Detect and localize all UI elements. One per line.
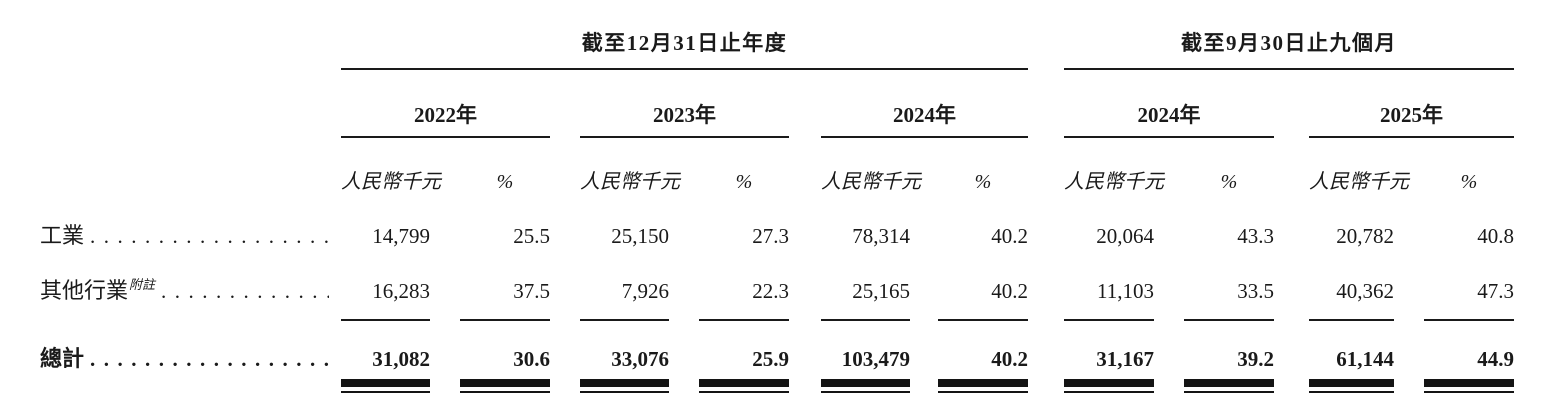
percent-cell: 37.5 bbox=[513, 279, 550, 303]
row-label-total: 總計 .............................. bbox=[40, 345, 341, 373]
amount-cell: 31,167 bbox=[1096, 347, 1154, 371]
year-header-9m-2024: 2024年 bbox=[1137, 103, 1201, 127]
total-double-rule bbox=[1309, 379, 1394, 393]
subtotal-rule bbox=[938, 319, 1028, 321]
year-header-row: 2022年 2023年 2024年 2024年 2025年 bbox=[40, 102, 1562, 128]
year-underline bbox=[1309, 136, 1514, 138]
subtotal-rule bbox=[1064, 319, 1154, 321]
amount-cell: 61,144 bbox=[1336, 347, 1394, 371]
amount-cell: 78,314 bbox=[852, 224, 910, 248]
total-double-rule bbox=[699, 379, 789, 393]
amount-unit-header: 人民幣千元 bbox=[1064, 171, 1164, 193]
subtotal-rule bbox=[821, 319, 910, 321]
row-label-text: 其他行業 bbox=[40, 278, 129, 303]
footnote-marker: 附註 bbox=[129, 277, 156, 292]
amount-cell: 16,283 bbox=[372, 279, 430, 303]
subtotal-rule bbox=[341, 319, 430, 321]
total-double-rule bbox=[821, 379, 910, 393]
amount-cell: 103,479 bbox=[841, 347, 910, 371]
total-double-rule bbox=[1424, 379, 1514, 393]
period-group-rule-row bbox=[40, 68, 1562, 70]
subtotal-rule bbox=[1184, 319, 1274, 321]
row-label-industrial: 工業 .............................. bbox=[40, 222, 341, 250]
percent-cell: 39.2 bbox=[1237, 347, 1274, 371]
percent-header: % bbox=[1220, 171, 1238, 193]
subtotal-rule bbox=[1424, 319, 1514, 321]
percent-cell: 47.3 bbox=[1477, 279, 1514, 303]
year-header-2023: 2023年 bbox=[653, 103, 716, 127]
row-label-other-industries: 其他行業 附註 .............................. bbox=[40, 277, 341, 308]
percent-cell: 22.3 bbox=[752, 279, 789, 303]
year-underline bbox=[821, 136, 1028, 138]
table-row-other-industries: 其他行業 附註 .............................. 1… bbox=[40, 277, 1562, 308]
year-underline bbox=[1064, 136, 1274, 138]
percent-header: % bbox=[974, 171, 992, 193]
percent-cell: 40.2 bbox=[991, 224, 1028, 248]
percent-cell: 25.5 bbox=[513, 224, 550, 248]
amount-cell: 40,362 bbox=[1336, 279, 1394, 303]
subtotal-rule bbox=[1309, 319, 1394, 321]
amount-cell: 11,103 bbox=[1097, 279, 1154, 303]
percent-cell: 30.6 bbox=[513, 347, 550, 371]
percent-header: % bbox=[735, 171, 753, 193]
amount-cell: 25,165 bbox=[852, 279, 910, 303]
year-underline bbox=[580, 136, 789, 138]
amount-cell: 20,782 bbox=[1336, 224, 1394, 248]
amount-cell: 7,926 bbox=[621, 279, 669, 303]
amount-unit-header: 人民幣千元 bbox=[1309, 171, 1409, 193]
amount-unit-header: 人民幣千元 bbox=[341, 171, 441, 193]
year-header-2022: 2022年 bbox=[414, 103, 477, 127]
amount-cell: 25,150 bbox=[611, 224, 669, 248]
table-row-total: 總計 .............................. 31,082… bbox=[40, 345, 1562, 373]
percent-cell: 40.8 bbox=[1477, 224, 1514, 248]
period-group-interim-title: 截至9月30日止九個月 bbox=[1181, 31, 1397, 55]
dot-leader: .............................. bbox=[161, 279, 329, 303]
total-double-rule bbox=[1184, 379, 1274, 393]
percent-cell: 40.2 bbox=[991, 347, 1028, 371]
column-header-row: 人民幣千元 % 人民幣千元 % 人民幣千元 % 人民幣千元 % 人民幣千元 % bbox=[40, 168, 1562, 196]
amount-cell: 33,076 bbox=[611, 347, 669, 371]
year-rule-row bbox=[40, 136, 1562, 138]
row-label-text: 工業 bbox=[40, 223, 85, 248]
period-group-title-row: 截至12月31日止年度 截至9月30日止九個月 bbox=[40, 30, 1562, 68]
amount-unit-header: 人民幣千元 bbox=[821, 171, 921, 193]
percent-cell: 44.9 bbox=[1477, 347, 1514, 371]
percent-cell: 27.3 bbox=[752, 224, 789, 248]
group-underline-interim bbox=[1064, 68, 1514, 70]
dot-leader: .............................. bbox=[90, 224, 329, 248]
subtotal-rule bbox=[699, 319, 789, 321]
period-group-annual-title: 截至12月31日止年度 bbox=[581, 31, 788, 55]
row-label-text: 總計 bbox=[40, 346, 85, 371]
group-underline-annual bbox=[341, 68, 1028, 70]
total-double-rule bbox=[1064, 379, 1154, 393]
total-double-rule bbox=[460, 379, 550, 393]
amount-cell: 14,799 bbox=[372, 224, 430, 248]
percent-header: % bbox=[1460, 171, 1478, 193]
year-underline bbox=[341, 136, 550, 138]
amount-cell: 20,064 bbox=[1096, 224, 1154, 248]
percent-cell: 43.3 bbox=[1237, 224, 1274, 248]
dot-leader: .............................. bbox=[90, 347, 329, 371]
subtotal-rule bbox=[460, 319, 550, 321]
table-row-industrial: 工業 .............................. 14,799… bbox=[40, 222, 1562, 250]
total-rule-row bbox=[40, 379, 1562, 393]
year-header-2024: 2024年 bbox=[893, 103, 956, 127]
subtotal-rule-row bbox=[40, 319, 1562, 321]
total-double-rule bbox=[341, 379, 430, 393]
total-double-rule bbox=[580, 379, 669, 393]
total-double-rule bbox=[938, 379, 1028, 393]
percent-cell: 40.2 bbox=[991, 279, 1028, 303]
percent-header: % bbox=[496, 171, 514, 193]
year-header-9m-2025: 2025年 bbox=[1380, 103, 1443, 127]
percent-cell: 25.9 bbox=[752, 347, 789, 371]
amount-cell: 31,082 bbox=[372, 347, 430, 371]
percent-cell: 33.5 bbox=[1237, 279, 1274, 303]
subtotal-rule bbox=[580, 319, 669, 321]
amount-unit-header: 人民幣千元 bbox=[580, 171, 680, 193]
